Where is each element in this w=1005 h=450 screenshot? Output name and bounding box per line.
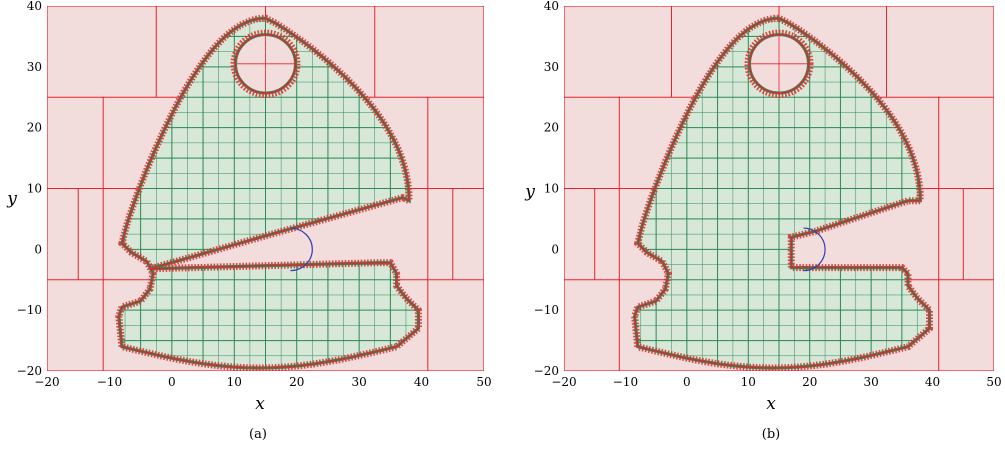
- y-tick-label: 0: [551, 242, 559, 256]
- y-tick-label: 30: [27, 60, 42, 74]
- x-axis-label-a: x: [255, 394, 265, 414]
- x-tick-label: 0: [168, 375, 176, 389]
- y-tick-label: −10: [17, 303, 42, 317]
- x-tick-label: −20: [551, 375, 576, 389]
- ticks-a: −20 −10 0 10 20 30 40 50 −20 −10 0 10 20 30 40: [17, 0, 492, 389]
- plot-area-a: [47, 6, 484, 371]
- y-tick-label: −20: [534, 364, 559, 378]
- x-tick-label: −20: [34, 375, 59, 389]
- panel-b: −20 −10 0 10 20 30 40 50 −20 −10 0 10 20 30 40 x y (b): [524, 0, 1001, 442]
- y-tick-label: 10: [544, 182, 559, 196]
- x-tick-label: 40: [414, 375, 429, 389]
- x-tick-label: 10: [741, 375, 756, 389]
- x-tick-label: 20: [802, 375, 817, 389]
- hole-fringe: [744, 29, 814, 98]
- y-axis-label-b: y: [524, 182, 535, 202]
- y-axis-label-a: y: [6, 189, 17, 209]
- x-axis-label-b: x: [766, 394, 776, 414]
- y-tick-label: 20: [27, 121, 42, 135]
- hole-boundary: [748, 33, 810, 94]
- x-tick-label: 0: [683, 375, 691, 389]
- hole-boundary: [234, 33, 297, 94]
- x-tick-label: 40: [925, 375, 940, 389]
- x-tick-label: −10: [97, 375, 122, 389]
- caption-a: (a): [249, 427, 267, 442]
- plot-area-b: [564, 6, 994, 371]
- panel-a: −20 −10 0 10 20 30 40 50 −20 −10 0 10 20 30 40 x y (a): [6, 0, 491, 442]
- y-tick-label: 40: [27, 0, 42, 13]
- x-tick-label: 10: [227, 375, 242, 389]
- x-tick-label: 30: [864, 375, 879, 389]
- y-tick-label: −20: [17, 364, 42, 378]
- y-tick-label: 10: [27, 182, 42, 196]
- boundary-line: [118, 17, 420, 369]
- x-tick-label: 50: [476, 375, 491, 389]
- caption-b: (b): [762, 427, 780, 442]
- x-tick-label: −10: [613, 375, 638, 389]
- boundary-line: [633, 17, 931, 369]
- slot-arc: [803, 227, 826, 272]
- ticks-b: −20 −10 0 10 20 30 40 50 −20 −10 0 10 20 30 40: [534, 0, 1002, 389]
- y-tick-label: −10: [534, 303, 559, 317]
- x-tick-label: 50: [986, 375, 1001, 389]
- x-tick-label: 20: [289, 375, 304, 389]
- y-tick-label: 0: [34, 242, 42, 256]
- slot-arc: [290, 227, 313, 272]
- y-tick-label: 40: [544, 0, 559, 13]
- x-tick-label: 30: [352, 375, 367, 389]
- y-tick-label: 20: [544, 121, 559, 135]
- y-tick-label: 30: [544, 60, 559, 74]
- hole-fringe: [230, 29, 301, 98]
